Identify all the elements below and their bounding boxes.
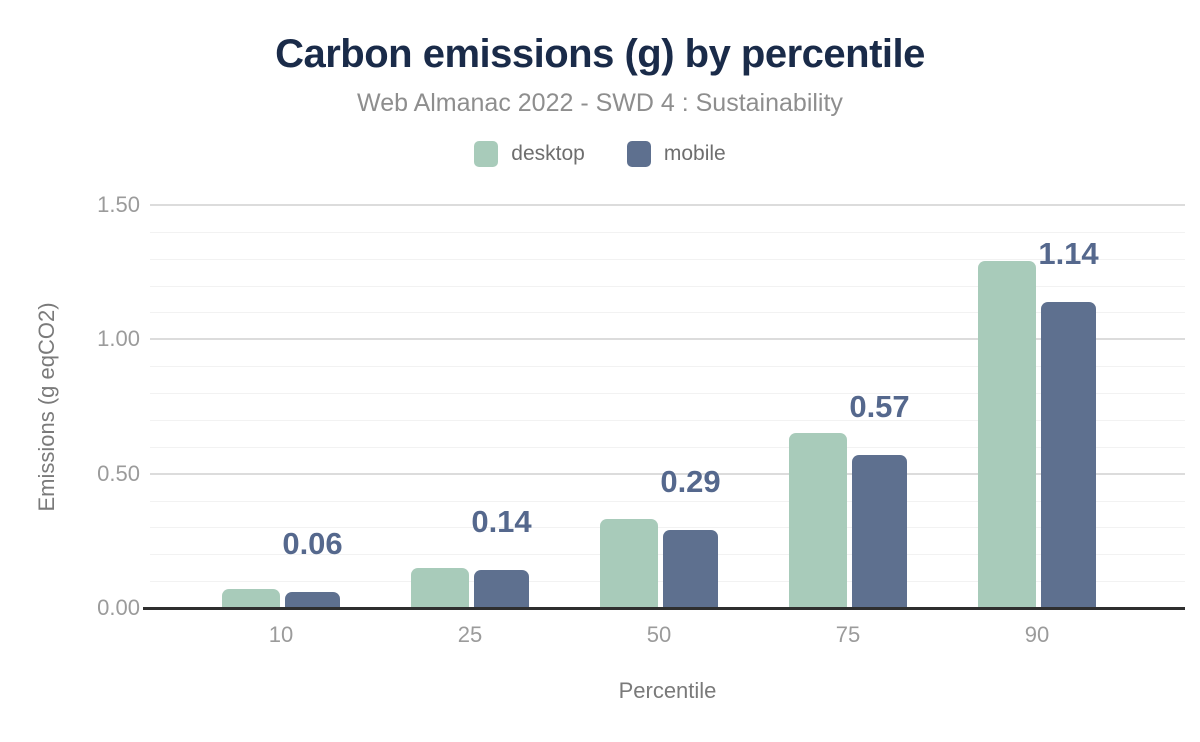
minor-gridline — [150, 231, 1185, 233]
chart-title: Carbon emissions (g) by percentile — [275, 32, 925, 76]
legend-item-desktop[interactable]: desktop — [474, 141, 585, 167]
major-gridline — [150, 338, 1185, 341]
legend-item-mobile[interactable]: mobile — [626, 141, 726, 167]
bar-desktop-p75[interactable] — [789, 433, 847, 608]
minor-gridline — [150, 393, 1185, 395]
y-axis-tick-label: 0.00 — [97, 595, 140, 620]
legend-swatch-desktop-icon — [474, 141, 499, 167]
major-gridline — [150, 472, 1185, 475]
minor-gridline — [150, 258, 1185, 260]
minor-gridline — [150, 446, 1185, 448]
data-label-mobile-p90: 1.14 — [1038, 235, 1099, 271]
bar-mobile-p75[interactable] — [852, 454, 907, 608]
data-label-mobile-p75: 0.57 — [849, 388, 910, 424]
x-axis-tick-label: 90 — [1024, 622, 1050, 647]
x-axis-tick-label: 50 — [646, 622, 672, 647]
data-label-mobile-p10: 0.06 — [282, 525, 343, 561]
bar-desktop-p25[interactable] — [411, 567, 469, 608]
minor-gridline — [150, 366, 1185, 368]
major-gridline — [150, 204, 1185, 206]
chart-subtitle: Web Almanac 2022 - SWD 4 : Sustainabilit… — [357, 89, 843, 117]
bar-mobile-p90[interactable] — [1041, 301, 1096, 608]
minor-gridline — [150, 500, 1185, 502]
minor-gridline — [150, 527, 1185, 529]
x-axis-tick-label: 10 — [268, 622, 294, 647]
legend-label-mobile: mobile — [663, 142, 726, 165]
x-axis-tick-label: 25 — [457, 622, 483, 647]
x-axis-line — [143, 607, 1185, 610]
bar-mobile-p10[interactable] — [285, 591, 340, 608]
y-axis-tick-label: 1.00 — [97, 326, 140, 352]
data-label-mobile-p50: 0.29 — [660, 464, 721, 500]
legend: desktop mobile — [0, 141, 1200, 167]
legend-swatch-mobile-icon — [626, 141, 651, 167]
bar-desktop-p90[interactable] — [978, 261, 1036, 608]
minor-gridline — [150, 285, 1185, 287]
x-axis-title: Percentile — [618, 678, 717, 703]
y-axis-tick-label: 0.50 — [97, 460, 140, 486]
bar-desktop-p10[interactable] — [222, 589, 280, 608]
legend-label-desktop: desktop — [511, 142, 585, 165]
data-label-mobile-p25: 0.14 — [471, 504, 532, 540]
y-axis-tick-label: 1.50 — [97, 192, 140, 217]
bar-mobile-p50[interactable] — [663, 530, 718, 608]
x-axis-tick-label: 75 — [835, 622, 861, 647]
plot-area: 0.06 0.14 0.29 0.57 1.14 — [150, 204, 1185, 608]
minor-gridline — [150, 312, 1185, 314]
bar-mobile-p25[interactable] — [474, 570, 529, 608]
bar-desktop-p50[interactable] — [600, 519, 658, 608]
minor-gridline — [150, 419, 1185, 421]
